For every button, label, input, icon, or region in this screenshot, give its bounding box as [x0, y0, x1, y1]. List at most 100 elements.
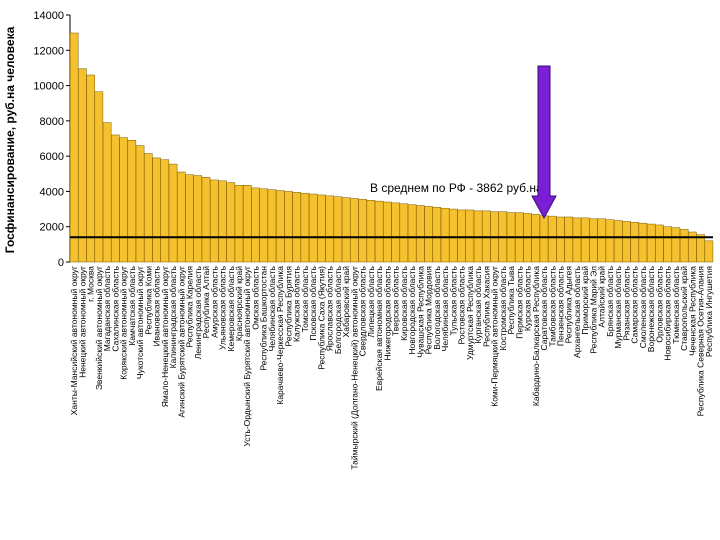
x-tick-label: г. Москва: [86, 266, 96, 302]
x-tick-label: Агинский Бурятский автономный округ: [176, 266, 186, 418]
x-tick-label: Еврейская автономная область: [374, 265, 384, 391]
bar: [267, 189, 277, 263]
bar: [78, 68, 87, 263]
x-tick-label: Республика Башкортостан: [259, 266, 269, 371]
x-tick-label: Республика Хакасия: [481, 266, 491, 347]
x-tick-label: Коми-Пермяцкий автономный округ: [490, 266, 500, 407]
bar: [655, 224, 664, 263]
bar: [135, 145, 145, 263]
bar: [300, 192, 310, 263]
bar: [671, 227, 681, 263]
bar: [391, 202, 400, 263]
x-tick-label: Курганская область: [473, 265, 483, 343]
x-tick-label: Новгородская область: [407, 265, 417, 354]
bar: [383, 201, 392, 263]
arrow-down-icon: [531, 65, 557, 220]
bar: [399, 203, 409, 263]
bar: [127, 140, 137, 263]
x-tick-label: Новосибирская область: [663, 265, 673, 360]
y-tick-label: 10000: [33, 81, 64, 93]
x-tick-label: Республика Северная Осетия-Алания: [696, 266, 706, 417]
bar: [119, 137, 128, 263]
y-tick-label: 2000: [40, 222, 64, 234]
x-tick-label: Республика Тыва: [506, 266, 516, 335]
bar: [144, 153, 153, 263]
bar: [432, 207, 442, 263]
bar: [630, 222, 639, 263]
bar: [226, 182, 236, 263]
x-tick-label: Республика Марий Эл: [588, 266, 598, 354]
bar: [358, 199, 367, 263]
x-tick-label: Магаданская область: [102, 265, 112, 351]
x-tick-label: Ханты-Мансийский автономный округ: [69, 266, 79, 415]
average-annotation: В среднем по РФ - 3862 руб.на: [370, 181, 543, 195]
y-tick-label: 6000: [40, 151, 64, 163]
bar: [679, 229, 689, 263]
y-tick-label: 14000: [33, 10, 64, 22]
x-tick-label: Липецкая область: [366, 265, 376, 337]
y-axis-label: Госфинансирование, руб.на человека: [3, 26, 17, 253]
x-tick-label: Республика Мордовия: [424, 266, 434, 355]
y-tick-label: 12000: [33, 45, 64, 57]
bar: [416, 205, 425, 263]
bar: [572, 217, 582, 263]
x-tick-label: Тамбовская область: [547, 265, 557, 346]
x-tick-label: Ямало-Ненецкий автономный округ: [160, 266, 170, 407]
bar: [284, 191, 293, 263]
bar: [622, 221, 631, 263]
x-tick-label: Самарская область: [630, 265, 640, 343]
bar: [663, 226, 672, 263]
bar: [449, 208, 458, 263]
bar: [86, 74, 95, 263]
bar: [350, 198, 359, 263]
x-tick-label: Челябинская область: [267, 265, 277, 351]
x-tick-label: Ивановская область: [152, 265, 162, 346]
x-tick-label: Тульская область: [448, 265, 458, 335]
bar: [177, 171, 186, 263]
x-tick-label: Ростовская область: [457, 265, 467, 344]
bar: [704, 240, 714, 263]
bar: [597, 218, 606, 263]
bar: [366, 200, 376, 263]
bar: [547, 215, 557, 263]
bar: [242, 185, 252, 263]
x-tick-label: Белгородская область: [333, 265, 343, 354]
bar: [308, 193, 318, 263]
bar: [69, 32, 79, 263]
x-tick-label: Вологодская область: [432, 265, 442, 349]
x-tick-label: Костромская область: [498, 265, 508, 350]
bar: [218, 180, 227, 263]
x-tick-label: Республика Адыгея: [564, 266, 574, 344]
bar: [111, 134, 120, 263]
x-tick-label: Эвенкийский автономный округ: [94, 266, 104, 390]
bar: [292, 192, 301, 263]
x-tick-label: Свердловская область: [358, 265, 368, 356]
x-tick-label: Рязанская область: [621, 265, 631, 340]
bar: [259, 188, 269, 263]
x-tick-label: Омская область: [250, 265, 260, 329]
x-tick-label: Удмуртская Республика: [465, 266, 475, 360]
x-tick-label: Брянская область: [605, 265, 615, 336]
x-tick-label: Саратовская область: [539, 265, 549, 350]
bar: [407, 204, 417, 263]
y-tick-label: 4000: [40, 186, 64, 198]
x-tick-label: Пензенская область: [555, 265, 565, 346]
bar: [209, 179, 219, 263]
bar: [193, 175, 203, 263]
x-tick-label: Ставропольский край: [679, 266, 689, 351]
bar: [539, 215, 549, 263]
x-tick-label: Калининградская область: [168, 265, 178, 368]
x-tick-label: Республика Бурятия: [283, 266, 293, 347]
x-tick-label: Пермская область: [514, 265, 524, 338]
x-tick-label: Воронежская область: [646, 265, 656, 352]
x-tick-label: Кемеровская область: [226, 265, 236, 351]
bar: [102, 122, 112, 263]
x-tick-label: Амурская область: [209, 265, 219, 337]
x-tick-label: Хабаровский край: [341, 266, 351, 338]
x-tick-label: Ленинградская область: [193, 265, 203, 359]
bar: [333, 196, 343, 263]
x-tick-label: Орловская область: [654, 265, 664, 342]
x-tick-label: Чеченская Республика: [687, 266, 697, 356]
x-tick-label: Челябинская область: [440, 265, 450, 351]
x-tick-label: Республика Ингушетия: [704, 266, 714, 357]
